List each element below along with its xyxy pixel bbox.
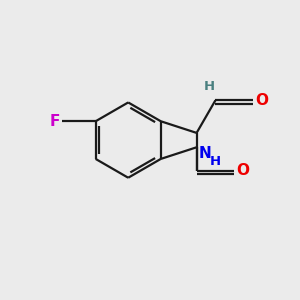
Text: F: F: [50, 114, 60, 129]
Text: O: O: [255, 93, 268, 108]
Text: H: H: [209, 155, 220, 168]
Text: N: N: [199, 146, 211, 161]
Text: O: O: [236, 163, 249, 178]
Text: H: H: [204, 80, 215, 93]
